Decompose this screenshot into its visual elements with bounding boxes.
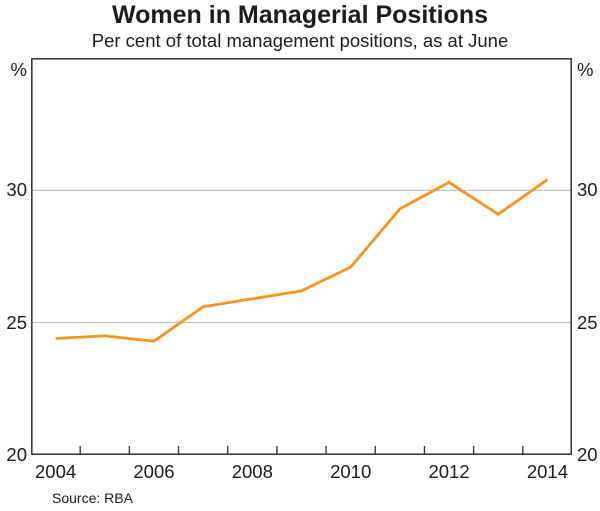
y-axis-tick-label: 25: [6, 311, 27, 333]
x-axis-tick-label: 2008: [231, 461, 273, 482]
x-axis-tick-label: 2004: [35, 461, 77, 482]
y-axis-tick-label: 30: [6, 179, 27, 201]
y-axis-unit-label: %: [10, 59, 27, 80]
y-axis-tick-label: 20: [577, 444, 598, 465]
x-axis-tick-label: 2012: [428, 461, 470, 482]
plot-frame: [31, 58, 572, 455]
plot-area: [31, 58, 572, 455]
x-axis-tick-label: 2006: [133, 461, 175, 482]
y-axis-tick-label: 25: [577, 311, 598, 333]
data-line-women-managerial: [55, 178, 549, 343]
y-axis-unit-label: %: [577, 59, 594, 80]
x-axis-tick-label: 2014: [526, 461, 568, 482]
source-note: Source: RBA: [52, 490, 133, 506]
chart-title: Women in Managerial Positions: [112, 1, 488, 29]
x-axis-tick-label: 2010: [330, 461, 372, 482]
y-axis-tick-label: 30: [577, 179, 598, 201]
chart-subtitle: Per cent of total management positions, …: [91, 30, 509, 51]
plot-svg: [31, 58, 572, 455]
y-axis-tick-label: 20: [6, 444, 27, 465]
